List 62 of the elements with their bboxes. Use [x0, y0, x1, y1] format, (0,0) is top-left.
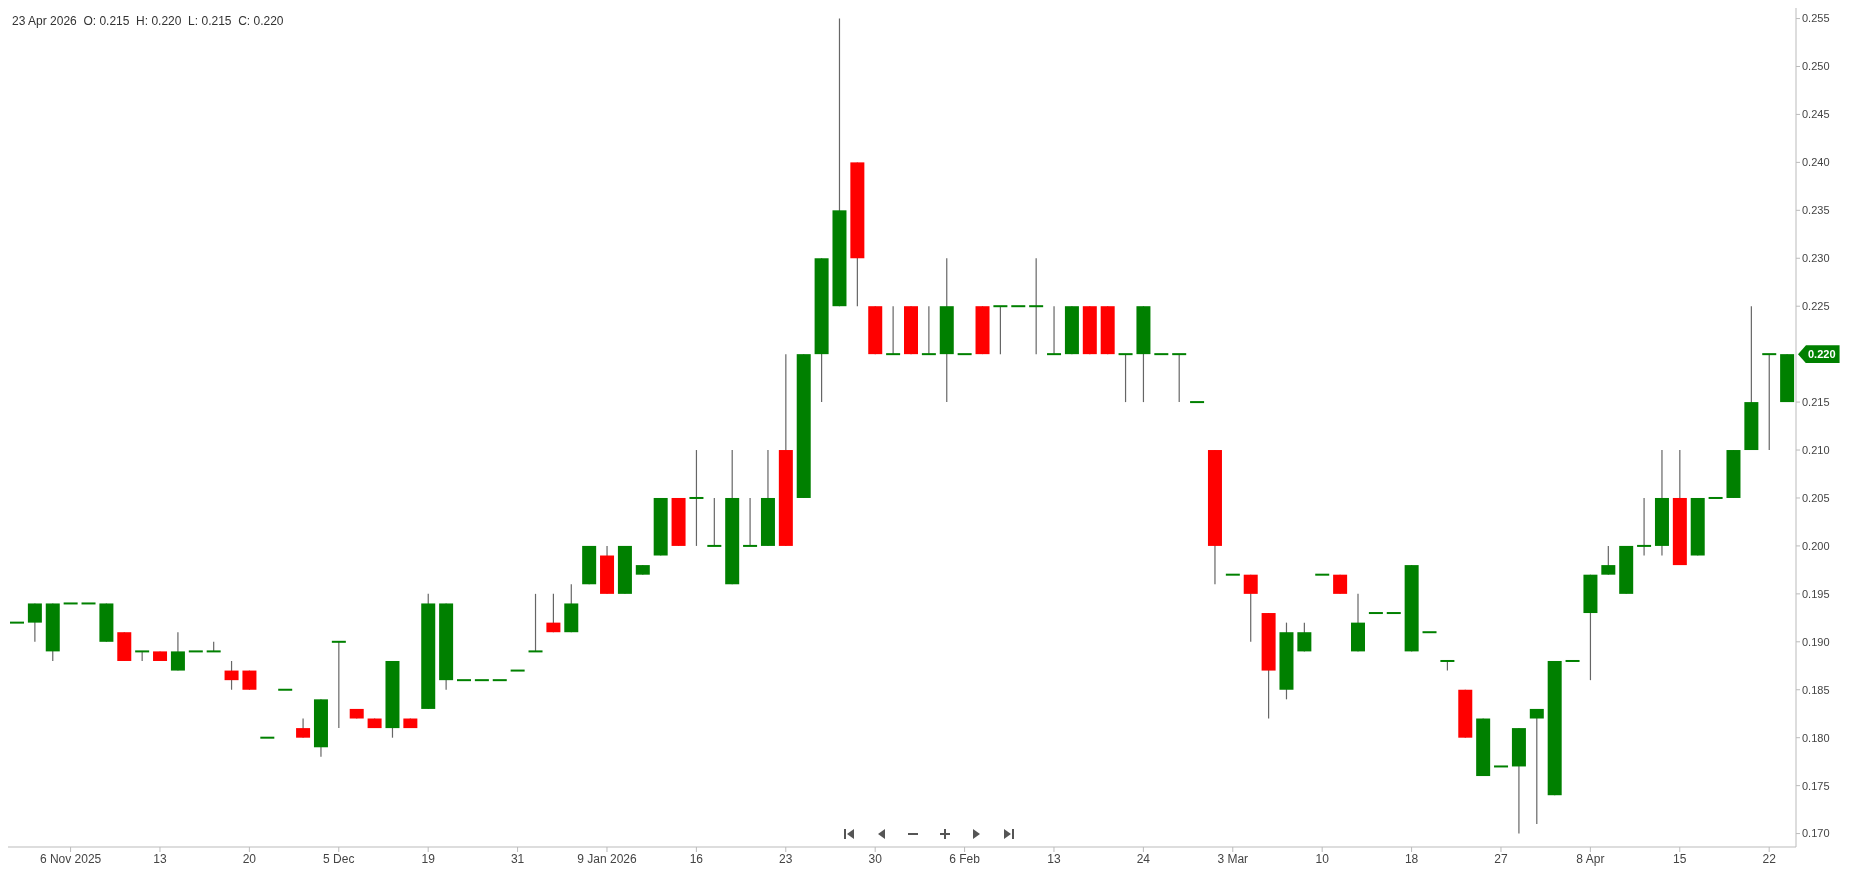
x-tick-label: 31 [510, 851, 525, 866]
candlestick [743, 497, 758, 547]
x-tick-label: 6 Nov 2025 [39, 851, 102, 866]
x-tick-label: 10 [1315, 851, 1330, 866]
candlestick [546, 593, 561, 633]
y-tick-label: 0.210 [1802, 443, 1830, 456]
x-tick-label: 3 Mar [1217, 851, 1249, 866]
y-tick-label: 0.215 [1802, 396, 1830, 408]
candlestick [1243, 574, 1258, 643]
candlestick [1297, 622, 1312, 652]
x-tick-label: 9 Jan 2026 [577, 851, 637, 866]
candlestick [296, 717, 311, 739]
x-tick-label: 27 [1494, 851, 1508, 866]
x-tick-label: 18 [1404, 851, 1419, 866]
candlestick [224, 660, 239, 691]
candlestick [1118, 353, 1133, 403]
x-tick-label: 13 [1047, 851, 1061, 866]
candlestick [689, 449, 704, 547]
y-tick-label: 0.240 [1802, 156, 1830, 169]
text: 23 Apr 2026 O: 0.215 H: 0.220 L: 0.215 C: 0.220 [12, 14, 284, 28]
x-tick-label: 19 [421, 851, 436, 866]
x-tick-label: 8 Apr [1576, 851, 1605, 866]
y-tick-label: 0.200 [1802, 539, 1830, 552]
y-tick-label: 0.175 [1802, 779, 1830, 792]
candlestick [1762, 353, 1777, 451]
y-tick-label: 0.235 [1802, 204, 1830, 217]
candlestick [886, 305, 901, 356]
y-tick-label: 0.250 [1802, 60, 1830, 73]
y-tick-label: 0.185 [1802, 683, 1830, 696]
candlestick [1029, 257, 1044, 355]
candlestick [707, 497, 722, 547]
text: 0.220 [1798, 345, 1840, 364]
y-tick-label: 0.255 [1802, 12, 1830, 25]
x-tick-label: 5 Dec [323, 851, 355, 866]
y-tick-label: 0.190 [1802, 635, 1830, 648]
x-tick-label: 20 [242, 851, 257, 866]
x-tick-label: 23 [779, 851, 793, 866]
candlestick [921, 305, 936, 356]
candlestick [1601, 545, 1616, 576]
candlestick [1047, 305, 1062, 356]
y-tick-label: 0.230 [1802, 252, 1830, 265]
candlestick [170, 631, 185, 672]
x-tick-label: 22 [1762, 851, 1777, 866]
x-tick-label: 16 [689, 851, 704, 866]
y-tick-label: 0.170 [1802, 827, 1830, 840]
y-tick-label: 0.225 [1802, 300, 1830, 313]
candlestick [1172, 353, 1187, 403]
candlestick [528, 593, 543, 653]
x-tick-label: 6 Feb [949, 851, 981, 866]
x-tick-label: 15 [1673, 851, 1687, 866]
candlestick [1637, 497, 1652, 557]
y-tick-label: 0.245 [1802, 108, 1830, 121]
candlestick [993, 305, 1008, 355]
candlestick [27, 602, 42, 643]
y-tick-label: 0.195 [1802, 587, 1830, 600]
x-tick-label: 24 [1136, 851, 1151, 866]
candlestick [331, 640, 346, 729]
x-tick-label: 30 [868, 851, 883, 866]
y-tick-label: 0.180 [1802, 731, 1830, 744]
candlestick [1529, 708, 1544, 825]
y-tick-label: 0.205 [1802, 491, 1830, 504]
x-tick-label: 13 [153, 851, 167, 866]
